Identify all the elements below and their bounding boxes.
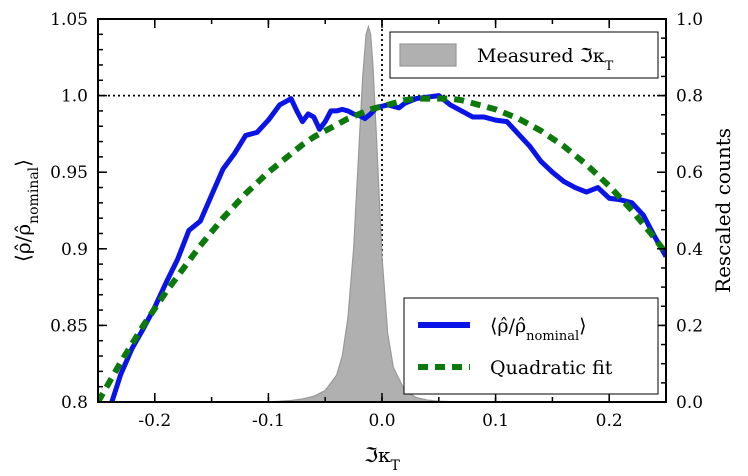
y2-tick-label: 0.0 (676, 393, 703, 413)
y-tick-label: 0.95 (50, 163, 88, 183)
histogram-layer (268, 24, 462, 402)
y-tick-label: 1.05 (50, 10, 88, 30)
y2-tick-label: 0.6 (676, 163, 703, 183)
x-tick-label: -0.2 (138, 411, 171, 431)
y2-tick-label: 0.2 (676, 316, 703, 336)
y-tick-label: 0.9 (61, 240, 88, 260)
reference-lines (98, 19, 666, 402)
y2-tick-label: 0.4 (676, 240, 703, 260)
line-layer (98, 93, 666, 402)
y-tick-label: 0.85 (50, 316, 88, 336)
series-rho-ratio-line (109, 93, 666, 402)
y2-tick-label: 0.8 (676, 87, 703, 107)
legend-lines-box (403, 297, 659, 395)
series-measured-histogram (268, 24, 462, 402)
x-tick-label: 0.1 (482, 411, 509, 431)
legend-measured-swatch (399, 43, 457, 67)
y-axis-label: ⟨ρ̂/ρ̂nominal⟩ (11, 159, 42, 262)
x-tick-label: 0.0 (368, 411, 395, 431)
x-tick-label: 0.2 (596, 411, 623, 431)
x-axis-label: ℑκT (364, 443, 400, 474)
legend-lines: ⟨ρ̂/ρ̂nominal⟩ Quadratic fit (403, 297, 659, 395)
ticks-layer: -0.2 -0.1 0.0 0.1 0.2 0.8 0.85 0.9 0.95 1.0 1.05 0.… (50, 10, 703, 431)
legend-fit-label: Quadratic fit (490, 357, 613, 379)
y-tick-label: 0.8 (61, 393, 88, 413)
legend-measured: Measured ℑκT (389, 31, 659, 79)
y2-tick-label: 1.0 (676, 10, 703, 30)
x-tick-label: -0.1 (252, 411, 285, 431)
y2-axis-label: Rescaled counts (711, 128, 735, 293)
y-tick-label: 1.0 (61, 87, 88, 107)
series-quadratic-fit-line (98, 95, 666, 402)
